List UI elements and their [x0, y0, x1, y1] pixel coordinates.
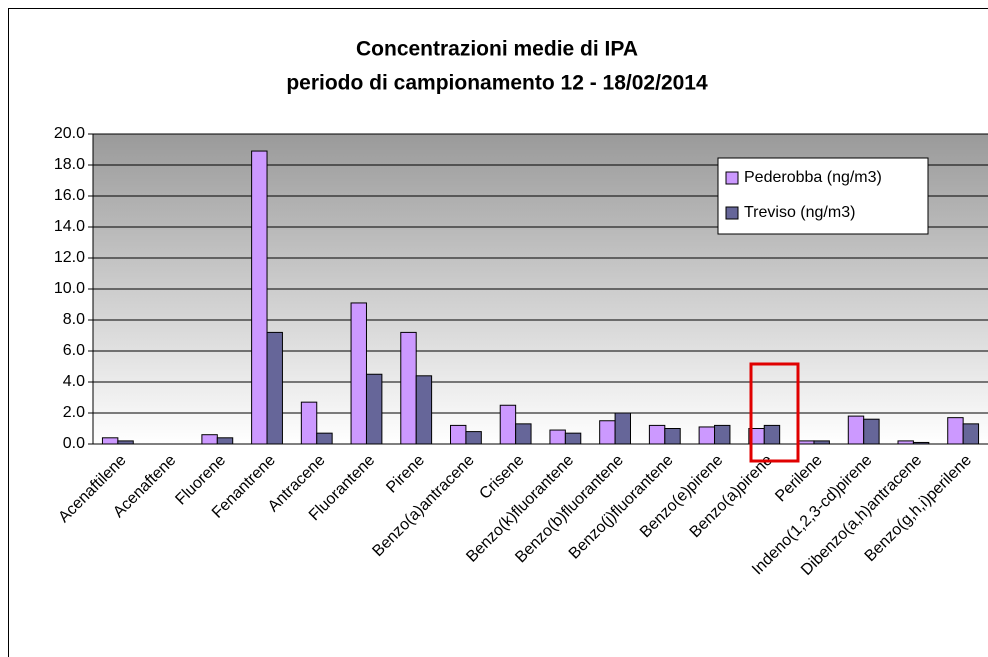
- bar: [450, 424, 467, 445]
- y-tick-label: 10.0: [54, 280, 85, 297]
- bar: [847, 415, 865, 445]
- legend-box: [717, 157, 929, 235]
- bar: [813, 440, 830, 445]
- bar: [415, 375, 433, 445]
- bar: [251, 150, 268, 445]
- bar: [300, 401, 318, 445]
- bar: [947, 417, 964, 445]
- bar: [962, 423, 980, 445]
- bar: [515, 423, 532, 445]
- bar: [912, 441, 930, 445]
- y-tick-label: 4.0: [63, 373, 85, 390]
- legend-label: Treviso (ng/m3): [744, 204, 855, 221]
- y-tick-label: 14.0: [54, 218, 85, 235]
- bar: [101, 437, 119, 445]
- bar: [698, 426, 716, 445]
- bar: [664, 428, 681, 445]
- y-tick-label: 18.0: [54, 156, 85, 173]
- bar: [863, 418, 880, 445]
- y-tick-label: 6.0: [63, 342, 85, 359]
- highlight-box: [749, 362, 800, 463]
- bar: [648, 424, 666, 445]
- chart-subtitle: periodo di campionamento 12 - 18/02/2014: [286, 72, 708, 95]
- bar: [350, 302, 367, 445]
- bar: [714, 424, 731, 445]
- y-tick-label: 12.0: [54, 249, 85, 266]
- bar: [549, 429, 566, 445]
- chart-title: Concentrazioni medie di IPA: [356, 38, 638, 61]
- bar: [564, 432, 582, 445]
- bar: [365, 373, 383, 445]
- bar: [400, 331, 417, 445]
- bar: [763, 424, 781, 445]
- bar: [897, 440, 914, 445]
- y-tick-label: 20.0: [54, 125, 85, 142]
- legend-label: Pederobba (ng/m3): [744, 169, 882, 186]
- bar: [266, 331, 283, 445]
- bar: [216, 437, 234, 445]
- bar: [599, 420, 616, 445]
- bar: [614, 412, 631, 445]
- legend-swatch: [725, 206, 739, 220]
- bar: [499, 404, 517, 445]
- legend-swatch: [725, 171, 739, 185]
- bar: [316, 432, 333, 445]
- bar: [465, 431, 482, 445]
- y-tick-label: 0.0: [63, 435, 85, 452]
- y-tick-label: 16.0: [54, 187, 85, 204]
- bar: [798, 440, 815, 445]
- y-tick-label: 8.0: [63, 311, 85, 328]
- bar: [201, 434, 218, 445]
- y-tick-label: 2.0: [63, 404, 85, 421]
- bar: [117, 440, 134, 445]
